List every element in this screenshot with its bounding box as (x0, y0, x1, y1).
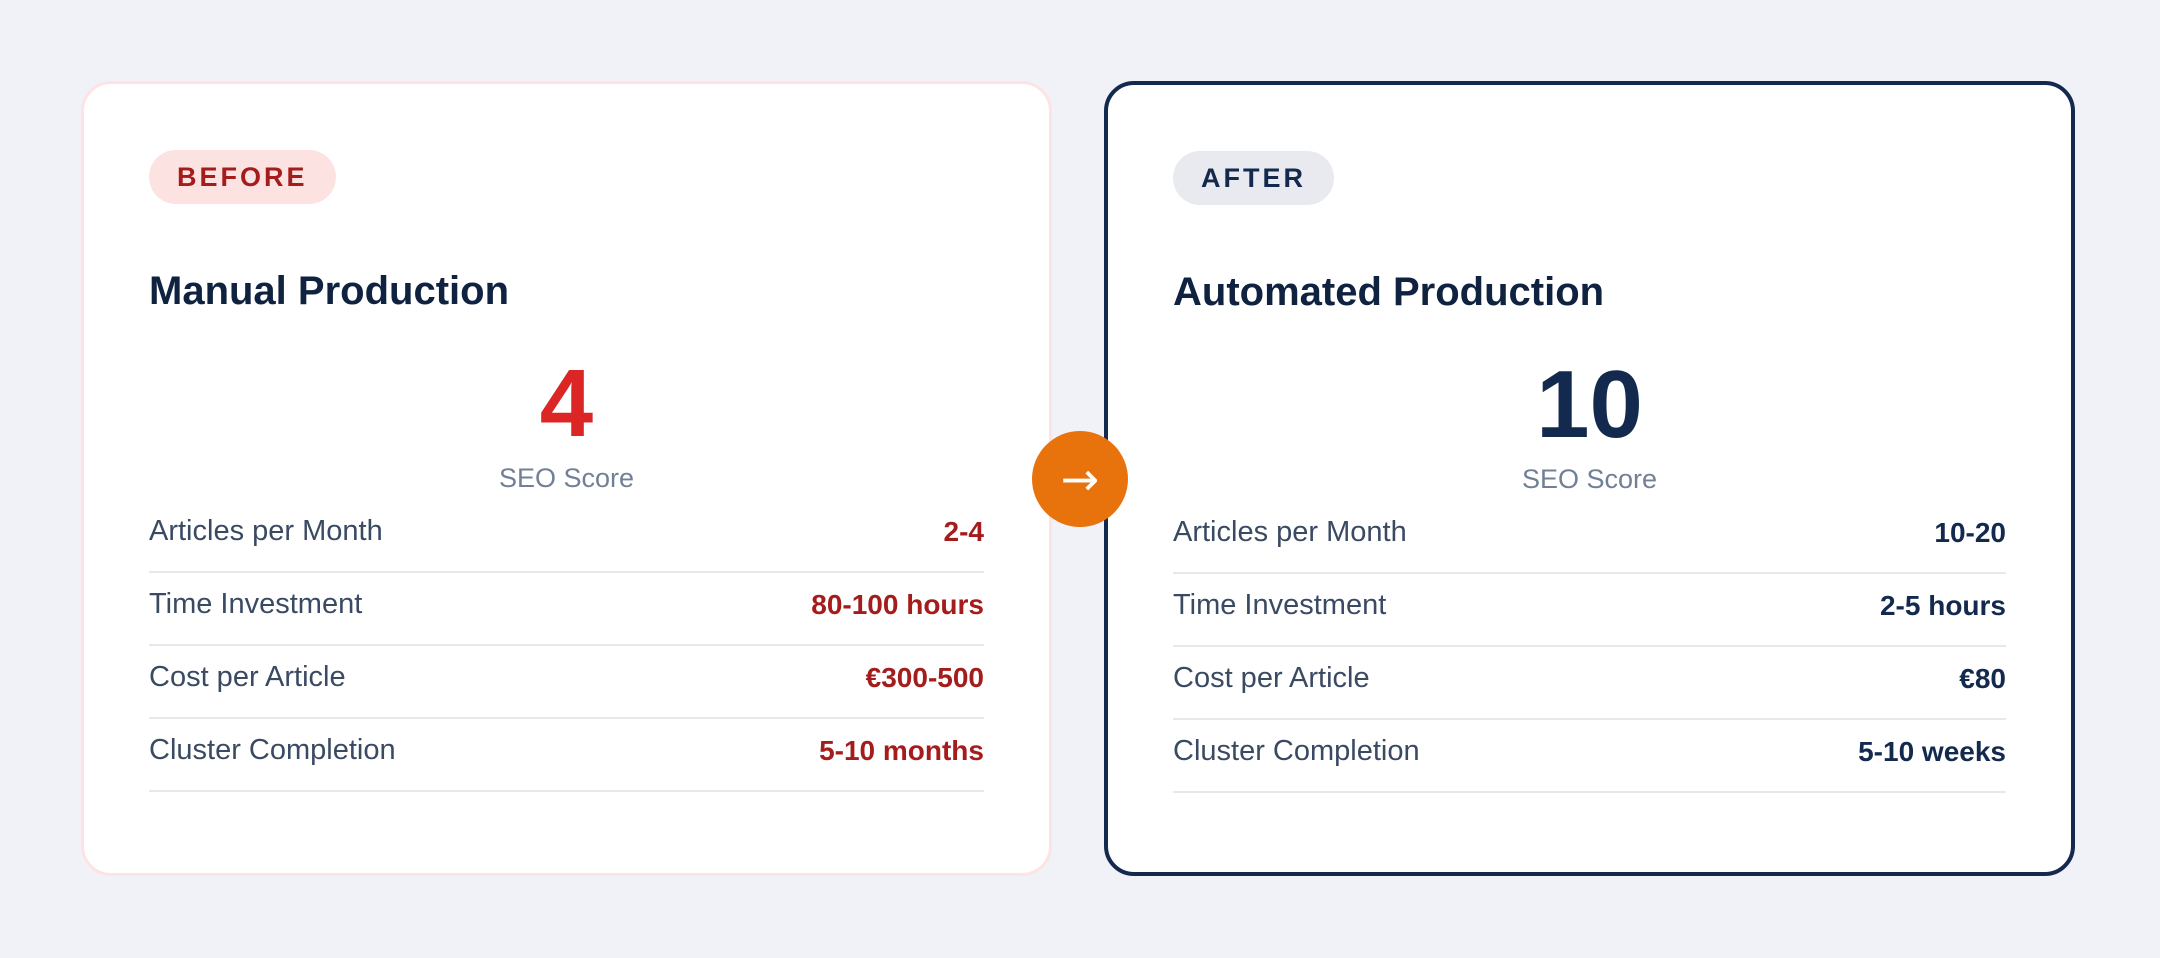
metric-row-articles-per-month: Articles per Month 2-4 (149, 500, 984, 573)
after-seo-score: 10 (1536, 351, 1643, 458)
metric-row-cost-per-article: Cost per Article €80 (1173, 647, 2006, 720)
before-card: BEFORE Manual Production 4 SEO Score Art… (81, 81, 1052, 876)
metric-label: Cost per Article (149, 661, 346, 693)
metric-value: 80-100 hours (811, 588, 984, 620)
metric-value: 10-20 (1934, 516, 2006, 548)
before-score-label: SEO Score (498, 463, 635, 493)
metric-label: Cluster Completion (149, 734, 396, 766)
after-score-label: SEO Score (1521, 464, 1658, 494)
metric-value: 2-5 hours (1879, 589, 2006, 621)
metric-value: €300-500 (865, 661, 984, 693)
metric-value: 5-10 weeks (1858, 735, 2006, 767)
metric-label: Time Investment (149, 588, 363, 620)
metric-row-time-investment: Time Investment 80-100 hours (149, 573, 984, 646)
metric-row-cluster-completion: Cluster Completion 5-10 months (149, 719, 984, 792)
metric-row-cost-per-article: Cost per Article €300-500 (149, 646, 984, 719)
metric-label: Cost per Article (1173, 662, 1370, 694)
arrow-right-icon: → (1032, 431, 1128, 527)
metric-row-time-investment: Time Investment 2-5 hours (1173, 574, 2006, 647)
before-title: Manual Production (149, 269, 509, 313)
before-badge: BEFORE (149, 150, 336, 204)
metric-row-articles-per-month: Articles per Month 10-20 (1173, 501, 2006, 574)
after-badge: AFTER (1173, 151, 1334, 205)
metric-row-cluster-completion: Cluster Completion 5-10 weeks (1173, 720, 2006, 793)
metric-value: 2-4 (943, 515, 984, 547)
before-metrics-list: Articles per Month 2-4 Time Investment 8… (149, 500, 984, 792)
metric-value: 5-10 months (819, 734, 984, 766)
metric-label: Articles per Month (149, 515, 383, 547)
before-seo-score: 4 (539, 350, 594, 457)
after-metrics-list: Articles per Month 10-20 Time Investment… (1173, 501, 2006, 793)
after-card: AFTER Automated Production 10 SEO Score … (1104, 81, 2075, 876)
metric-label: Time Investment (1173, 589, 1387, 621)
after-title: Automated Production (1173, 270, 1605, 314)
metric-label: Cluster Completion (1173, 735, 1420, 767)
metric-value: €80 (1959, 662, 2006, 694)
metric-label: Articles per Month (1173, 516, 1407, 548)
